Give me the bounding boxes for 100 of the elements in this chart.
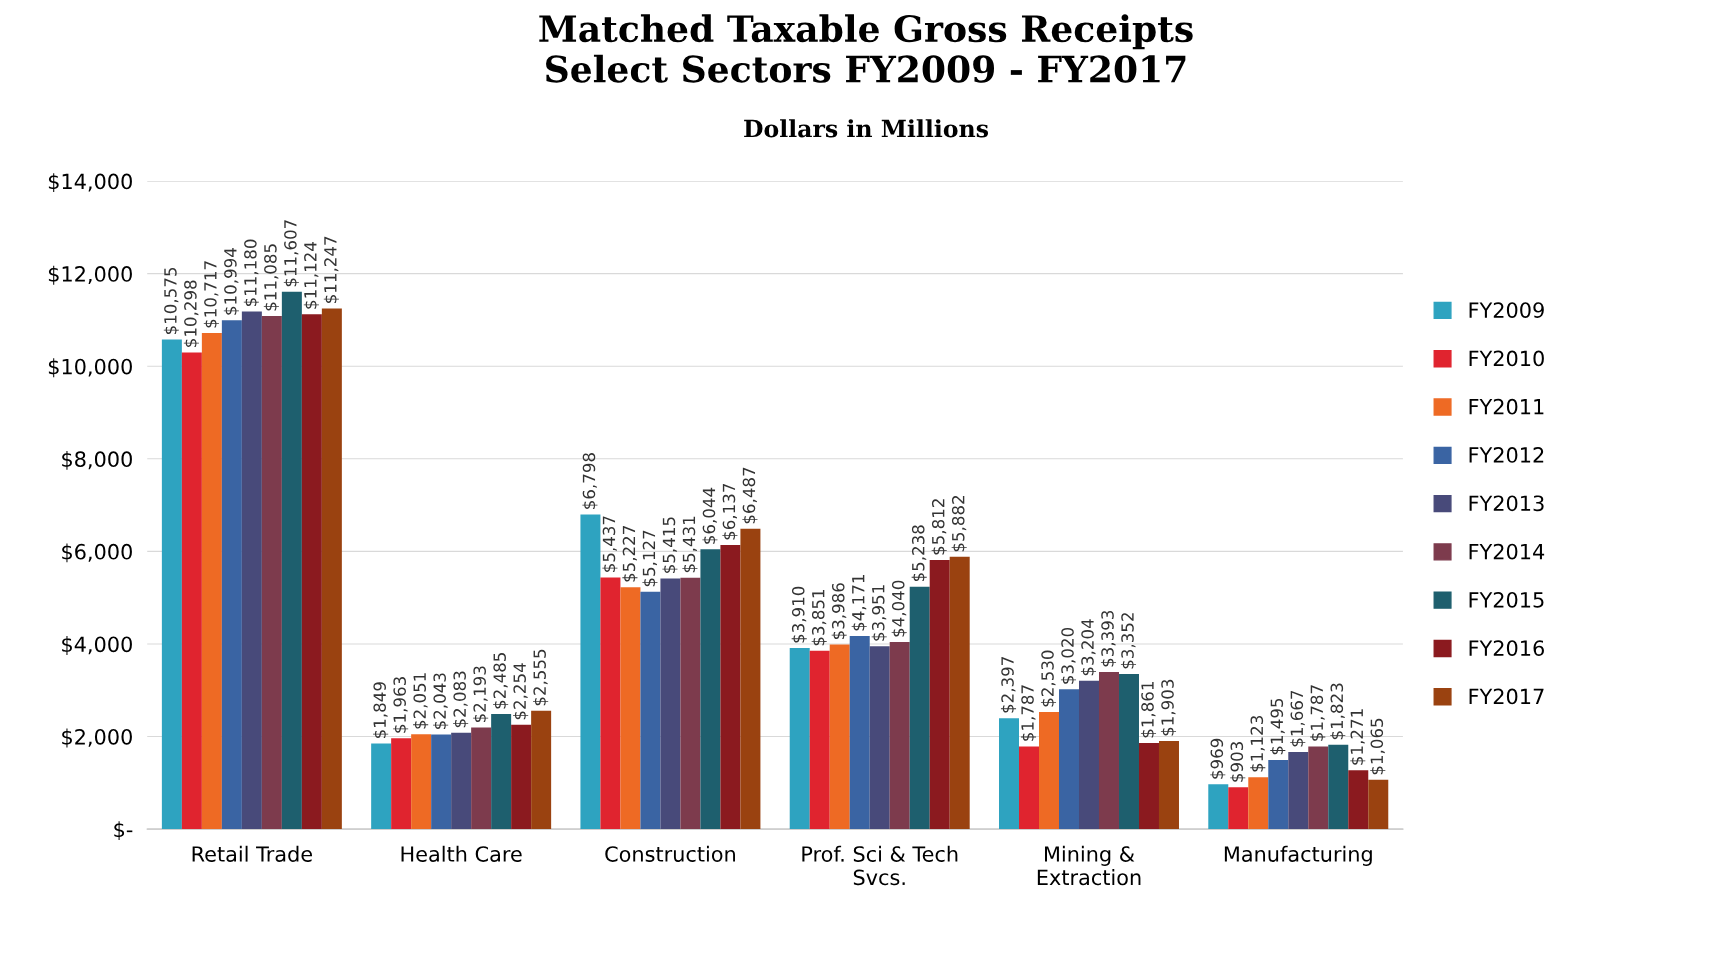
data-label: $969 xyxy=(1210,738,1226,779)
bar xyxy=(1098,672,1119,830)
y-tick-label: $- xyxy=(114,821,133,841)
bar xyxy=(580,514,601,830)
data-label: $4,171 xyxy=(851,575,867,631)
bar xyxy=(1019,746,1039,830)
data-label: $5,415 xyxy=(662,517,678,573)
data-label: $6,798 xyxy=(582,453,598,509)
bar xyxy=(809,650,830,830)
bar xyxy=(301,314,322,830)
legend-label: FY2014 xyxy=(1469,543,1545,560)
bar xyxy=(1248,777,1269,830)
data-label: $1,823 xyxy=(1330,683,1346,740)
data-label: $2,043 xyxy=(433,673,449,729)
data-label: $1,495 xyxy=(1270,698,1286,755)
bar xyxy=(531,710,552,830)
x-tick-label: Prof. Sci & Tech Svcs. xyxy=(802,845,958,886)
data-label: $11,607 xyxy=(283,220,299,287)
bar xyxy=(261,316,282,830)
bar xyxy=(929,560,950,830)
data-label: $2,397 xyxy=(1000,657,1017,713)
bar xyxy=(161,339,182,830)
y-tick-label: $14,000 xyxy=(48,173,132,193)
data-label: $2,193 xyxy=(473,666,489,723)
bar xyxy=(849,636,870,830)
data-label: $5,882 xyxy=(951,496,967,552)
data-label: $3,986 xyxy=(831,583,847,640)
data-label: $10,994 xyxy=(223,248,239,315)
bar xyxy=(889,642,910,830)
data-label: $3,951 xyxy=(871,585,887,641)
legend-label: FY2015 xyxy=(1469,591,1544,608)
x-tick-label: Retail Trade xyxy=(192,845,313,862)
bar xyxy=(1348,770,1369,830)
data-label: $2,530 xyxy=(1040,650,1057,707)
bar xyxy=(181,352,202,830)
bar xyxy=(221,320,242,830)
bar xyxy=(700,549,721,830)
data-label: $2,254 xyxy=(513,663,529,720)
bar xyxy=(829,644,850,830)
bar xyxy=(1308,746,1329,830)
bar xyxy=(1228,787,1249,830)
data-label: $5,431 xyxy=(682,516,698,573)
data-label: $1,065 xyxy=(1370,718,1386,775)
bar xyxy=(1158,741,1179,830)
data-label: $1,667 xyxy=(1290,690,1306,747)
chart-subtitle: Dollars in Millions xyxy=(744,119,989,138)
bar xyxy=(1079,680,1099,830)
y-tick-label: $8,000 xyxy=(62,450,132,470)
bar xyxy=(740,528,761,830)
bar xyxy=(491,714,512,830)
bar xyxy=(869,646,890,830)
data-label: $11,247 xyxy=(323,236,339,303)
bar xyxy=(201,333,222,830)
data-label: $1,861 xyxy=(1140,682,1157,738)
data-label: $5,127 xyxy=(642,530,658,587)
data-label: $5,437 xyxy=(602,516,618,572)
legend-label: FY2011 xyxy=(1469,398,1544,415)
data-label: $2,555 xyxy=(533,649,549,706)
bar xyxy=(1328,744,1349,830)
bar xyxy=(1288,751,1309,830)
data-label: $11,124 xyxy=(303,242,319,309)
x-tick-label: Construction xyxy=(605,845,735,862)
data-label: $903 xyxy=(1230,742,1246,782)
data-label: $1,123 xyxy=(1250,715,1266,772)
data-label: $11,180 xyxy=(243,239,259,307)
bar xyxy=(1059,689,1079,830)
data-label: $1,787 xyxy=(1310,685,1326,741)
bar xyxy=(1039,712,1059,830)
data-label: $1,963 xyxy=(393,677,409,733)
data-label: $2,485 xyxy=(493,653,509,709)
bar xyxy=(600,577,621,830)
legend-label: FY2013 xyxy=(1469,495,1544,512)
data-label: $6,487 xyxy=(742,467,758,524)
bar xyxy=(411,734,432,830)
data-label: $3,393 xyxy=(1100,610,1117,667)
bar xyxy=(391,738,412,830)
bar xyxy=(949,556,970,830)
bar xyxy=(1208,784,1229,830)
data-label: $10,575 xyxy=(163,267,179,335)
legend-label: FY2017 xyxy=(1469,688,1544,705)
data-label: $3,851 xyxy=(811,589,827,646)
data-label: $10,717 xyxy=(203,261,219,328)
bar xyxy=(471,727,492,830)
bar xyxy=(1138,742,1159,830)
bar xyxy=(431,734,452,830)
data-label: $1,849 xyxy=(373,682,389,738)
data-label: $5,227 xyxy=(622,526,638,582)
bar xyxy=(680,577,701,830)
bar xyxy=(451,732,472,830)
y-tick-label: $6,000 xyxy=(62,543,132,563)
data-label: $1,271 xyxy=(1350,709,1366,765)
data-label: $5,238 xyxy=(911,525,927,582)
bar xyxy=(1368,779,1389,830)
data-label: $1,787 xyxy=(1020,685,1037,741)
bar xyxy=(371,743,392,830)
data-label: $6,044 xyxy=(702,487,718,544)
bar xyxy=(660,578,681,830)
data-label: $3,020 xyxy=(1060,627,1077,684)
data-label: $1,903 xyxy=(1160,679,1177,736)
data-label: $2,083 xyxy=(453,671,469,728)
